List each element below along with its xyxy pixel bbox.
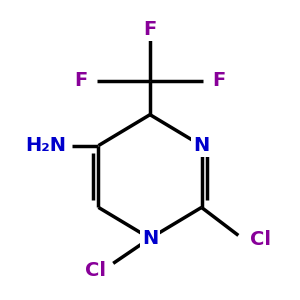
Text: Cl: Cl [250, 230, 271, 249]
Text: F: F [74, 71, 87, 90]
Text: H₂N: H₂N [25, 136, 66, 155]
Text: Cl: Cl [85, 261, 106, 280]
Text: F: F [213, 71, 226, 90]
Text: N: N [142, 229, 158, 248]
Text: F: F [143, 20, 157, 39]
Text: N: N [194, 136, 210, 155]
